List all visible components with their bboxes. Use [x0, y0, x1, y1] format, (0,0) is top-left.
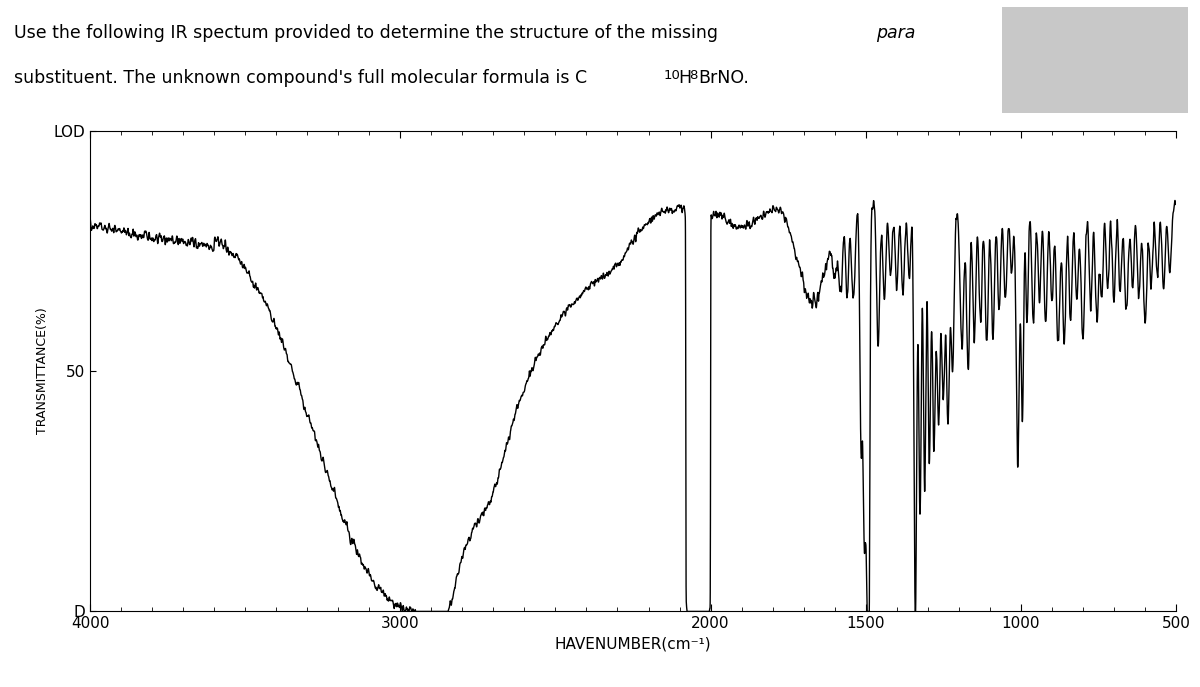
- Text: BrNO.: BrNO.: [698, 69, 749, 87]
- Text: 8: 8: [689, 69, 697, 82]
- Text: Use the following IR spectum provided to determine the structure of the missing: Use the following IR spectum provided to…: [14, 24, 724, 42]
- Text: 10: 10: [664, 69, 680, 82]
- X-axis label: HAVENUMBER(cm⁻¹): HAVENUMBER(cm⁻¹): [554, 637, 712, 652]
- Text: H: H: [678, 69, 691, 87]
- Y-axis label: TRANSMITTANCE(%): TRANSMITTANCE(%): [36, 308, 49, 434]
- Text: para: para: [876, 24, 916, 42]
- Text: substituent. The unknown compound's full molecular formula is C: substituent. The unknown compound's full…: [14, 69, 588, 87]
